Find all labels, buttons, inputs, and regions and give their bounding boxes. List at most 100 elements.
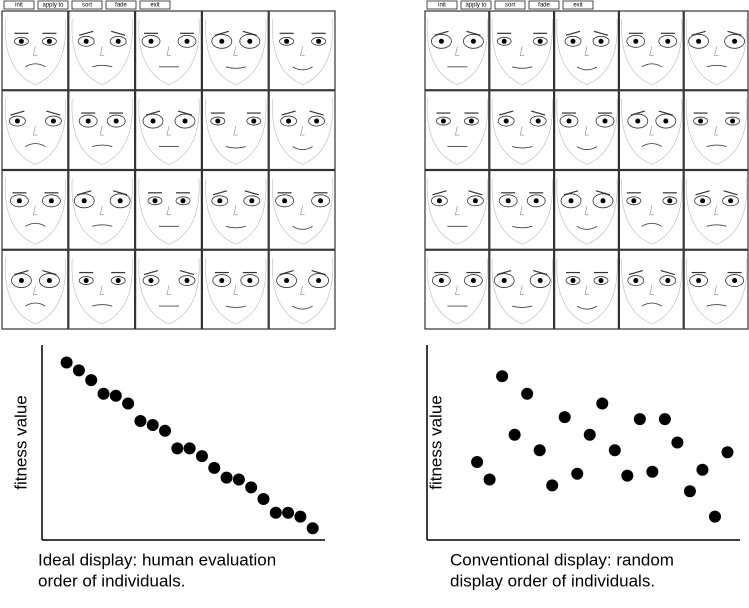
eyebrow [113, 190, 128, 196]
face-outline [138, 18, 200, 86]
data-point [220, 471, 233, 484]
face-cell [201, 249, 269, 330]
pupil [83, 38, 89, 44]
pupil [533, 198, 539, 204]
face-cell [683, 90, 749, 171]
pupil [81, 198, 87, 204]
eyebrow [593, 30, 609, 36]
face-outline [426, 178, 488, 245]
face-cell [553, 10, 619, 91]
face-outline [4, 258, 66, 325]
pupil [730, 118, 736, 124]
toolbar-button[interactable] [426, 0, 458, 10]
nose [166, 285, 171, 295]
data-point [97, 387, 110, 400]
face-cell [135, 10, 203, 91]
face-outline [4, 18, 66, 86]
mouth [512, 66, 533, 69]
eyebrow [10, 110, 25, 116]
face-outline [491, 258, 553, 325]
eyebrow [533, 269, 548, 276]
nose [519, 46, 525, 56]
pupil [182, 118, 188, 124]
eyebrow [691, 30, 706, 36]
face-cell [553, 90, 619, 171]
pupil [501, 38, 507, 44]
pupil [85, 118, 91, 124]
face-outline [205, 178, 267, 245]
pupil [700, 198, 706, 204]
data-point [571, 467, 584, 480]
pupil [316, 38, 322, 44]
data-point [671, 436, 684, 449]
pupil [728, 198, 734, 204]
eyebrow [179, 269, 195, 276]
pupil [184, 38, 190, 44]
toolbar-button[interactable] [105, 0, 137, 10]
toolbar-label: exit [573, 3, 583, 9]
toolbar-button[interactable] [3, 0, 35, 10]
pupil [46, 38, 52, 44]
toolbar-button[interactable] [37, 0, 69, 10]
pupil [215, 118, 221, 124]
face-outline [272, 178, 334, 245]
face-cell [201, 90, 269, 171]
mouth [92, 304, 113, 307]
eyebrow [497, 269, 512, 276]
data-point [633, 413, 646, 426]
face-cell [1, 10, 69, 91]
toolbar-button[interactable] [528, 0, 560, 10]
face-outline [621, 98, 683, 165]
mouth [576, 225, 598, 230]
face-outline [491, 18, 553, 86]
nose [584, 205, 589, 216]
toolbar-button[interactable] [71, 0, 103, 10]
face-cell [618, 249, 684, 330]
nose [233, 285, 238, 295]
pupil [115, 38, 121, 44]
pupil [505, 198, 511, 204]
face-cell [489, 169, 555, 250]
mouth [512, 225, 533, 229]
pupil [50, 118, 56, 124]
eyebrow [723, 190, 738, 196]
nose [33, 205, 38, 216]
toolbar-button[interactable] [460, 0, 492, 10]
data-point [483, 473, 496, 486]
face-outline [426, 98, 488, 165]
pupil [18, 38, 24, 44]
pupil [503, 118, 509, 124]
pupil [436, 198, 442, 204]
mouth [512, 146, 533, 149]
face-outline [621, 18, 683, 86]
data-point [245, 481, 258, 494]
mouth [576, 66, 598, 71]
toolbar-button[interactable] [494, 0, 526, 10]
eyebrow [531, 110, 546, 116]
nose [300, 46, 305, 56]
eyebrow [42, 269, 57, 276]
data-point [646, 465, 659, 478]
toolbar-button[interactable] [562, 0, 594, 10]
data-point [195, 450, 208, 463]
toolbar-button[interactable] [139, 0, 171, 10]
nose [233, 205, 238, 216]
nose [233, 46, 238, 56]
pupil [16, 198, 22, 204]
nose [584, 125, 589, 136]
pupil [152, 198, 158, 204]
eyebrow [660, 269, 675, 276]
caption: Conventional display: random [450, 550, 674, 569]
eyebrow [727, 30, 742, 36]
data-point [183, 442, 196, 455]
data-point [596, 397, 609, 410]
pupil [635, 118, 641, 124]
eyebrow [214, 30, 229, 36]
toolbar-label: apply to [42, 3, 64, 9]
data-point [721, 446, 734, 459]
eyebrow [46, 110, 61, 116]
face-cell [424, 169, 490, 250]
face-cell [68, 10, 136, 91]
pupil [570, 278, 576, 284]
face-outline [556, 178, 618, 245]
